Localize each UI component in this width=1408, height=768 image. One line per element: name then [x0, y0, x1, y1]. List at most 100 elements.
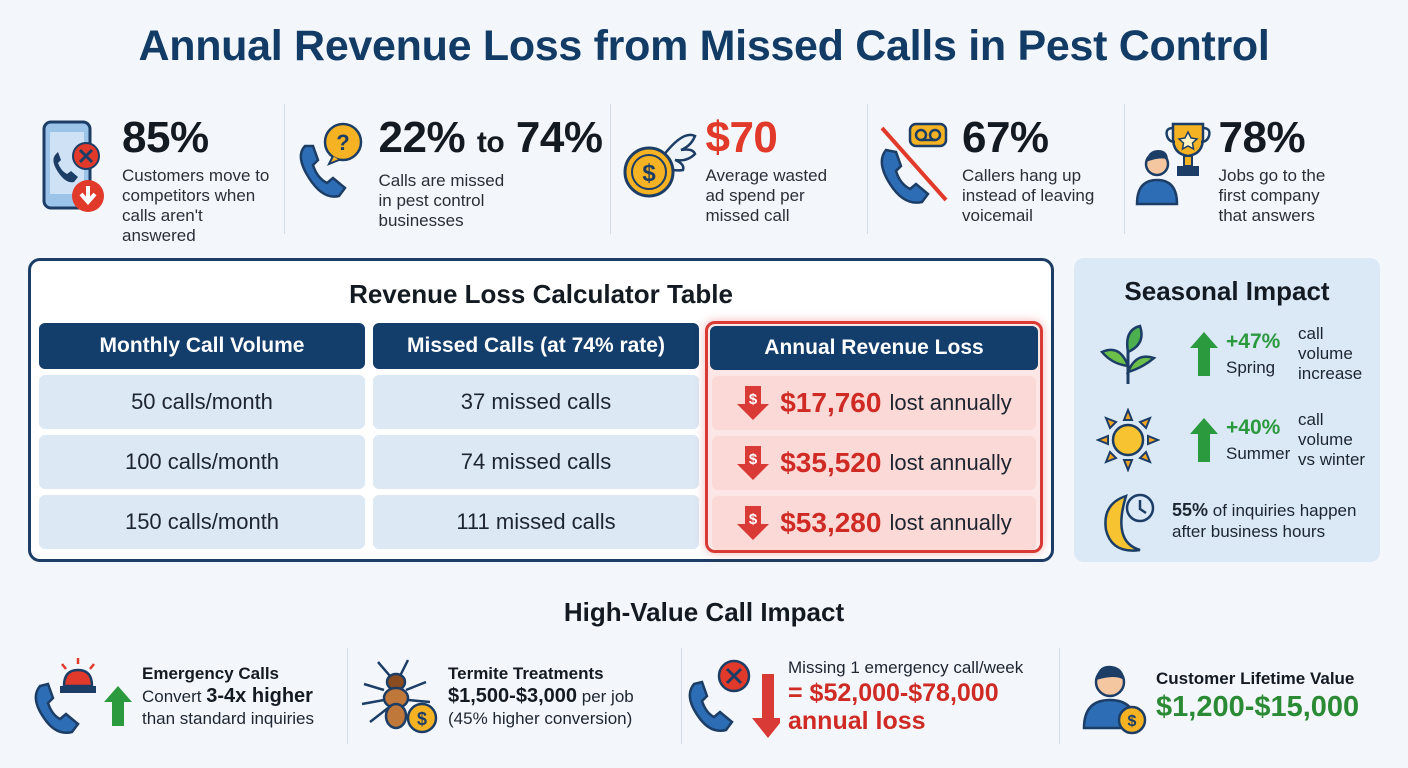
sun-icon [1096, 408, 1160, 472]
lifetime-value: $1,200-$15,000 [1156, 691, 1360, 723]
termite-treatments-card: $ Termite Treatments $1,500-$3,000 per j… [348, 648, 682, 744]
leaf-icon [1099, 324, 1157, 384]
column-header: Annual Revenue Loss [710, 326, 1038, 370]
spring-label: Spring [1226, 358, 1276, 377]
stat-description: Jobs go to the first company that answer… [1218, 166, 1326, 225]
phone-missed-icon [36, 114, 114, 218]
emergency-pre: Convert [142, 686, 202, 706]
after-hours-percent: 55% [1172, 500, 1209, 520]
stat-value-high: 74% [515, 113, 603, 162]
stat-card-first-answer: 78% Jobs go to the first company that an… [1125, 104, 1381, 234]
stat-card-hang-up: 67% Callers hang up instead of leaving v… [868, 104, 1125, 234]
season-row-after-hours: 55% of inquiries happen after business h… [1096, 490, 1376, 556]
loss-cell: $ $17,760 lost annually [712, 376, 1036, 430]
svg-text:$: $ [749, 451, 758, 468]
emergency-heading: Emergency Calls [142, 663, 280, 683]
stat-description: Average wasted ad spend per missed call [705, 166, 828, 225]
stat-value: 85% [122, 113, 209, 162]
revenue-loss-calculator: Revenue Loss Calculator Table Monthly Ca… [28, 258, 1054, 562]
stat-value: 78% [1218, 113, 1306, 162]
flying-coin-icon: $ [619, 114, 698, 218]
down-arrow-dollar-icon: $ [737, 446, 770, 480]
loss-cell: $ $53,280 lost annually [712, 496, 1036, 550]
missed-emergency-card: Missing 1 emergency call/week = $52,000-… [682, 648, 1060, 744]
spring-description: call volume increase [1298, 324, 1363, 383]
stat-value: 67% [961, 113, 1049, 162]
table-cell: 150 calls/month [39, 495, 365, 549]
emergency-siren-phone-icon [34, 658, 132, 734]
down-arrow-dollar-icon: $ [737, 506, 770, 540]
termite-line2: (45% higher conversion) [448, 708, 633, 728]
loss-amount: $35,520 [780, 447, 882, 478]
arrow-up-icon [1190, 332, 1218, 376]
lifetime-value-card: $ Customer Lifetime Value $1,200-$15,000 [1060, 648, 1380, 744]
table-cell: 74 missed calls [373, 435, 699, 489]
missed-emergency-text: Missing 1 emergency call/week = $52,000-… [788, 657, 1023, 735]
svg-text:$: $ [417, 709, 427, 729]
spring-percent: +47% [1226, 330, 1281, 353]
svg-text:?: ? [336, 130, 349, 155]
missed-emergency-range: = $52,000-$78,000 [788, 679, 999, 707]
column-header: Missed Calls (at 74% rate) [373, 323, 699, 369]
seasonal-impact-panel: Seasonal Impact +47% Spring call volume … [1074, 258, 1380, 562]
loss-suffix: lost annually [889, 510, 1012, 535]
loss-suffix: lost annually [889, 390, 1012, 415]
summer-description: call volume vs winter [1298, 410, 1366, 469]
high-value-row: Emergency Calls Convert 3-4x higher than… [28, 648, 1380, 744]
svg-text:$: $ [1128, 713, 1137, 730]
termite-heading: Termite Treatments [448, 663, 604, 683]
loss-cell: $ $35,520 lost annually [712, 436, 1036, 490]
season-row-spring: +47% Spring call volume increase [1096, 322, 1376, 388]
svg-text:$: $ [749, 391, 758, 408]
missed-call-down-arrow-icon [688, 659, 780, 738]
termite-coin-icon: $ [361, 659, 438, 734]
after-hours-line1: of inquiries happen [1212, 501, 1357, 520]
season-row-summer: +40% Summer call volume vs winter [1096, 408, 1376, 474]
table-cell: 100 calls/month [39, 435, 365, 489]
column-annual-loss: Annual Revenue Loss $ $17,760 lost annua… [705, 321, 1043, 553]
table-cell: 111 missed calls [373, 495, 699, 549]
termite-line1: $1,500-$3,000 per job [448, 685, 634, 708]
column-monthly-volume: Monthly Call Volume 50 calls/month 100 c… [39, 323, 365, 549]
lifetime-text: Customer Lifetime Value $1,200-$15,000 [1156, 668, 1359, 724]
high-value-title: High-Value Call Impact [563, 597, 845, 627]
table-cell: 37 missed calls [373, 375, 699, 429]
lifetime-heading: Customer Lifetime Value [1156, 669, 1355, 688]
phone-question-icon: ? [293, 114, 371, 218]
table-cell: 50 calls/month [39, 375, 365, 429]
after-hours-text: 55% of inquiries happen after business h… [1172, 500, 1356, 542]
column-header: Monthly Call Volume [39, 323, 365, 369]
calculator-title: Revenue Loss Calculator Table [349, 279, 733, 309]
seasonal-title: Seasonal Impact [1124, 276, 1330, 306]
customer-coin-icon: $ [1082, 665, 1147, 735]
termite-text: Termite Treatments $1,500-$3,000 per job… [448, 663, 634, 730]
emergency-line1: Convert 3-4x higher [142, 685, 314, 708]
stat-value-connector: to [476, 126, 505, 159]
summer-label: Summer [1226, 444, 1291, 463]
missed-emergency-heading: Missing 1 emergency call/week [788, 658, 1024, 677]
stat-card-ad-spend: $ $70 Average wasted ad spend per missed… [611, 104, 868, 234]
arrow-up-icon [1190, 418, 1218, 462]
loss-suffix: lost annually [889, 450, 1012, 475]
stat-card-competitors: 85% Customers move to competitors when c… [28, 104, 285, 245]
summer-percent: +40% [1226, 416, 1281, 439]
stat-value: 22% to 74% [379, 114, 603, 167]
termite-post: per job [581, 686, 634, 706]
stat-value: $70 [705, 113, 778, 162]
no-voicemail-icon [876, 114, 954, 218]
stats-row: 85% Customers move to competitors when c… [28, 104, 1381, 245]
svg-text:$: $ [643, 160, 657, 187]
emergency-multiplier: 3-4x higher [206, 684, 313, 707]
loss-amount: $53,280 [780, 507, 882, 538]
stat-description: Customers move to competitors when calls… [122, 166, 270, 245]
svg-text:$: $ [749, 511, 758, 528]
down-arrow-dollar-icon: $ [737, 386, 770, 420]
emergency-text: Emergency Calls Convert 3-4x higher than… [142, 663, 314, 730]
missed-emergency-annual: annual loss [788, 707, 926, 735]
emergency-line2: than standard inquiries [142, 708, 315, 728]
emergency-calls-card: Emergency Calls Convert 3-4x higher than… [28, 648, 348, 744]
page-title: Annual Revenue Loss from Missed Calls in… [138, 22, 1270, 70]
after-hours-line2: after business hours [1172, 522, 1326, 541]
moon-clock-icon [1104, 493, 1155, 552]
stat-description: Calls are missed in pest control busines… [378, 171, 505, 230]
